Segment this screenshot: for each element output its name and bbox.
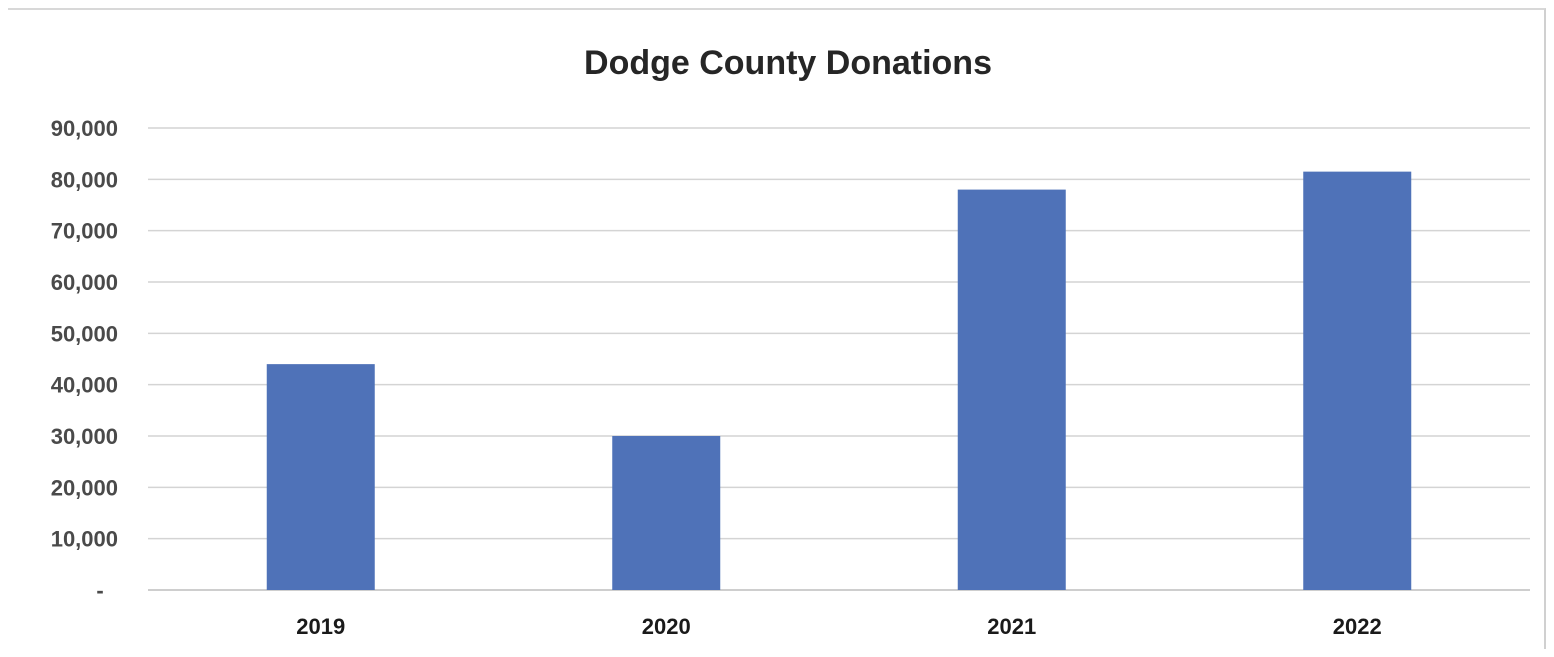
bar-2022 bbox=[1303, 171, 1412, 590]
y-tick-label: 90,000 bbox=[51, 116, 118, 141]
x-tick-label: 2020 bbox=[642, 614, 691, 639]
x-tick-label: 2019 bbox=[296, 614, 345, 639]
bar-2021 bbox=[957, 189, 1066, 590]
x-tick-label: 2022 bbox=[1333, 614, 1382, 639]
y-tick-label: 20,000 bbox=[51, 475, 118, 500]
bars bbox=[266, 171, 1412, 590]
y-tick-label: 50,000 bbox=[51, 321, 118, 346]
chart-title: Dodge County Donations bbox=[584, 44, 992, 82]
y-tick-label: 40,000 bbox=[51, 373, 118, 398]
y-tick-label: 30,000 bbox=[51, 424, 118, 449]
x-axis-ticks: 2019 2020 2021 2022 bbox=[296, 614, 1381, 639]
y-tick-label: 70,000 bbox=[51, 219, 118, 244]
bar-2019 bbox=[266, 364, 375, 590]
y-tick-label: 60,000 bbox=[51, 270, 118, 295]
bar-2020 bbox=[612, 436, 721, 590]
x-tick-label: 2021 bbox=[987, 614, 1036, 639]
gridlines bbox=[148, 127, 1530, 591]
y-tick-label: 80,000 bbox=[51, 167, 118, 192]
y-axis-ticks: - 10,000 20,000 30,000 40,000 50,000 60,000 70,… bbox=[51, 116, 118, 603]
y-tick-label: - bbox=[96, 578, 103, 603]
y-tick-label: 10,000 bbox=[51, 527, 118, 552]
chart-frame bbox=[8, 8, 1546, 649]
